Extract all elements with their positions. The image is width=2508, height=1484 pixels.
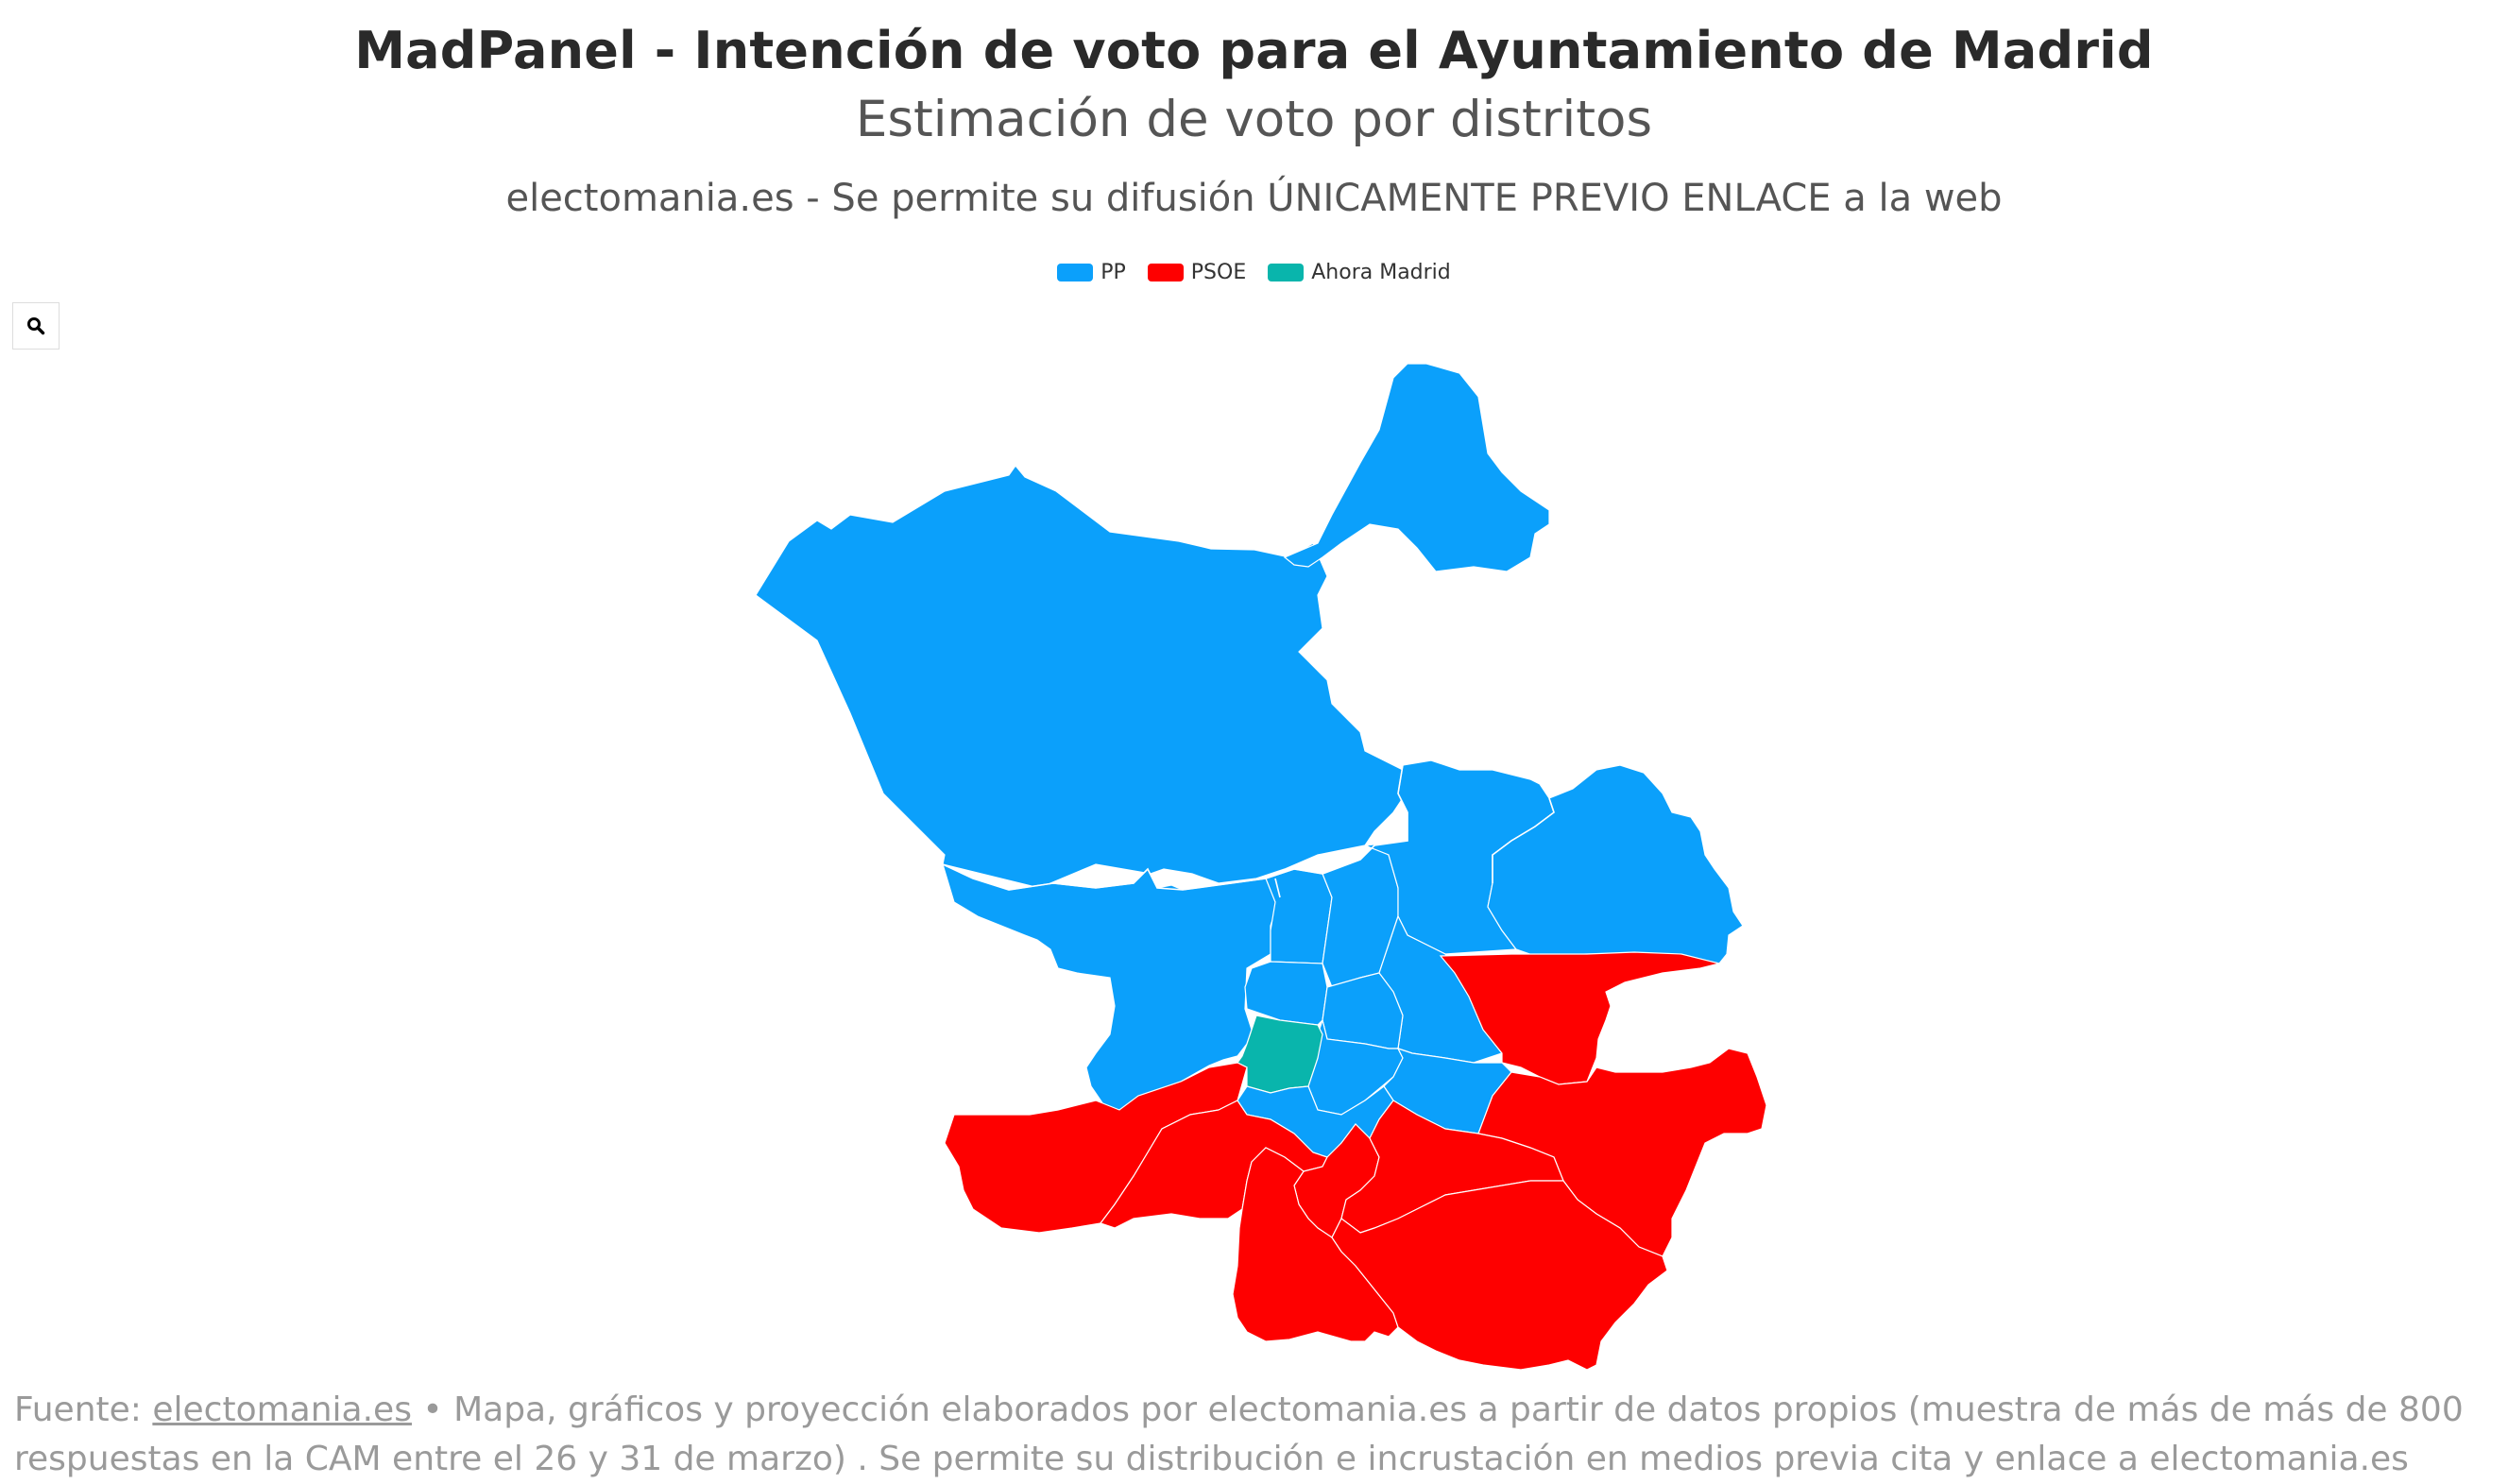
legend-item-ahora-madrid[interactable]: Ahora Madrid [1268,261,1451,284]
district-san-blas[interactable] [1439,951,1720,1085]
district-chamberi[interactable] [1244,961,1328,1026]
credit-note: electomania.es - Se permite su difusión … [505,177,2003,220]
footer-bullet: • [411,1390,454,1429]
footer: Fuente: electomania.es • Mapa, gráficos … [14,1386,2499,1484]
legend-label-pp: PP [1100,261,1126,284]
legend: PP PSOE Ahora Madrid [0,261,2508,287]
legend-item-psoe[interactable]: PSOE [1147,261,1247,284]
footer-prefix: Fuente: [14,1390,153,1429]
zoom-button[interactable] [12,302,60,350]
search-icon [27,317,45,335]
district-fuencarral-north[interactable] [1283,363,1550,572]
footer-text: Mapa, gráficos y proyección elaborados p… [14,1390,2464,1478]
district-villa-de-vallecas[interactable] [1331,1180,1668,1371]
legend-swatch-psoe [1147,264,1184,281]
legend-swatch-pp [1057,264,1094,281]
legend-label-psoe: PSOE [1190,261,1247,284]
map-subtitle: Estimación de voto por distritos [855,91,1653,148]
district-borders [942,764,1555,898]
legend-item-pp[interactable]: PP [1057,261,1126,284]
footer-source-link[interactable]: electomania.es [152,1390,412,1429]
legend-label-ahora-madrid: Ahora Madrid [1311,261,1451,284]
legend-swatch-ahora-madrid [1268,264,1305,281]
map-title: MadPanel - Intención de voto para el Ayu… [354,21,2154,80]
district-fuencarral[interactable] [755,465,1404,889]
